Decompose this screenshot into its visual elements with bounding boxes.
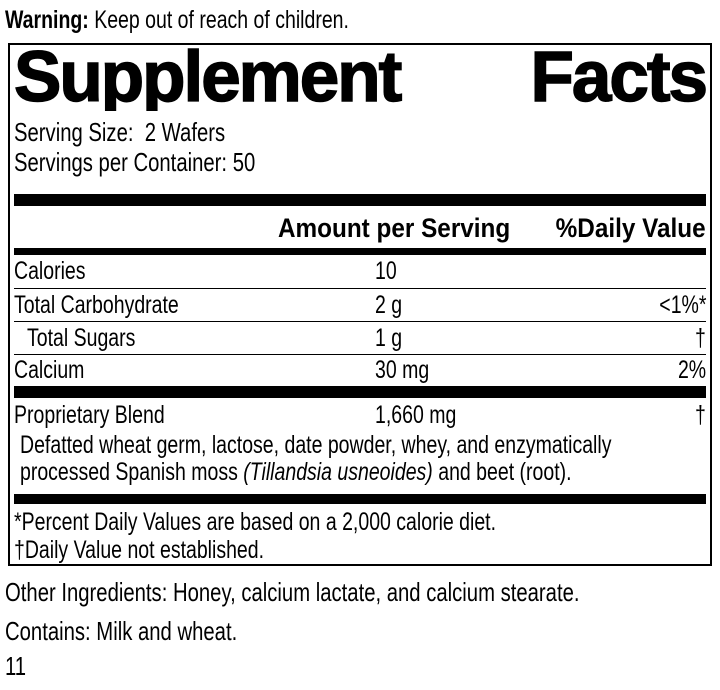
panel-title-word-facts: Facts [530, 45, 706, 111]
nutrient-amount: 30 mg [375, 356, 430, 384]
proprietary-description-line2: processed Spanish moss (Tillandsia usneo… [20, 458, 572, 486]
panel-title: Supplement Facts [14, 45, 706, 111]
footnotes: *Percent Daily Values are based on a 2,0… [14, 504, 706, 564]
nutrient-dv: 2% [677, 356, 706, 384]
warning-label: Warning: [5, 6, 89, 34]
nutrient-row-total-sugars: Total Sugars 1 g † [14, 322, 706, 355]
supplement-facts-panel: Supplement Facts Serving Size: 2 Wafers … [8, 43, 712, 566]
proprietary-blend-description: Defatted wheat germ, lactose, date powde… [14, 431, 706, 494]
serving-size-value: 2 Wafers [144, 117, 226, 147]
nutrient-name: Calories [14, 257, 86, 285]
proprietary-amount: 1,660 mg [375, 401, 457, 429]
servings-per-container-value: 50 [232, 147, 256, 177]
nutrient-row-total-carbohydrate: Total Carbohydrate 2 g <1%* [14, 289, 706, 322]
thick-rule-bottom [14, 494, 706, 504]
nutrient-row-calories: Calories 10 [14, 255, 706, 289]
servings-per-container-line: Servings per Container: 50 [14, 147, 706, 177]
panel-title-word-supplement: Supplement [14, 45, 403, 111]
proprietary-dv: † [695, 401, 706, 429]
nutrient-name: Total Carbohydrate [14, 290, 179, 319]
other-ingredients-line: Other Ingredients: Honey, calcium lactat… [5, 577, 580, 607]
page-number: 11 [5, 651, 27, 681]
proprietary-description-line1: Defatted wheat germ, lactose, date powde… [20, 431, 612, 459]
thick-rule-top [14, 194, 706, 206]
daily-value-header-cell: %Daily Value [556, 213, 706, 243]
serving-size-line: Serving Size: 2 Wafers [14, 117, 706, 147]
nutrient-amount: 10 [375, 257, 397, 285]
nutrient-row-calcium: Calcium 30 mg 2% [14, 355, 706, 386]
servings-per-container-label: Servings per Container: [14, 147, 228, 177]
serving-info: Serving Size: 2 Wafers Servings per Cont… [14, 117, 706, 177]
footnote-daily-value-not-established: †Daily Value not established. [14, 536, 265, 564]
medium-rule-header [14, 248, 706, 255]
botanical-name-italic: (Tillandsia usneoides) [243, 458, 433, 486]
nutrient-amount: 2 g [375, 290, 403, 319]
serving-size-label: Serving Size: [14, 117, 134, 147]
nutrient-dv: † [695, 323, 706, 352]
amount-per-serving-header: Amount per Serving [278, 213, 511, 243]
thick-rule-middle [14, 386, 706, 398]
nutrient-name: Total Sugars [27, 323, 136, 352]
proprietary-blend-row: Proprietary Blend 1,660 mg † [14, 398, 706, 431]
warning-text: Keep out of reach of children. [94, 6, 349, 34]
nutrient-dv [403, 255, 706, 288]
nutrient-dv: <1%* [658, 290, 706, 319]
nutrient-name: Calcium [14, 356, 85, 384]
contains-line: Contains: Milk and wheat. [5, 616, 238, 646]
column-header-row: Amount per Serving %Daily Value [14, 206, 706, 248]
footnote-percent-daily-value: *Percent Daily Values are based on a 2,0… [14, 508, 497, 536]
nutrient-amount: 1 g [375, 323, 403, 352]
warning-line: Warning: Keep out of reach of children. [5, 5, 446, 35]
proprietary-name: Proprietary Blend [14, 401, 165, 429]
